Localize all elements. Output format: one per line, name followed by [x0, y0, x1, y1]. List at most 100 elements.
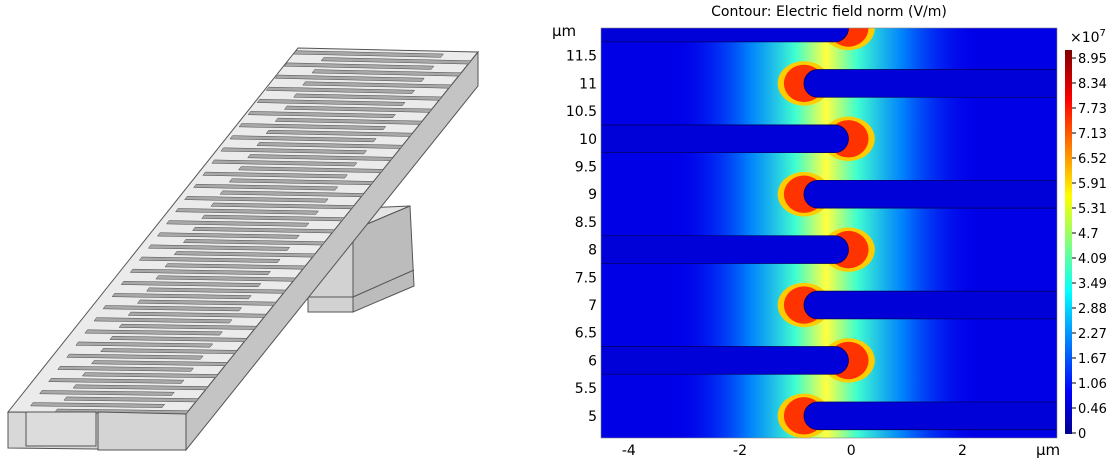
y-axis-ticks: 5 5.5 6 6.5 7 7.5 8 8.5 9 9.5 10 10.5 11 11.5 — [566, 49, 597, 425]
finger-stripe — [238, 166, 384, 173]
finger-stripe — [210, 202, 355, 210]
colorbar-tick-label: 8.34 — [1078, 77, 1107, 92]
finger-stripe — [109, 336, 248, 342]
finger-stripe — [192, 226, 336, 234]
finger-stripe — [320, 57, 472, 65]
finger-stripe — [155, 275, 297, 282]
finger-stripe — [72, 384, 209, 391]
finger-stripe — [193, 183, 339, 191]
finger-stripe — [57, 365, 195, 372]
finger-stripe — [120, 281, 262, 288]
electrode-3d-render — [6, 47, 480, 452]
finger-stripe — [265, 86, 416, 94]
finger-stripe — [146, 287, 287, 294]
y-tick-label: 10.5 — [566, 104, 597, 120]
colorbar-tick-label: 1.06 — [1078, 377, 1107, 392]
finger-stripe — [302, 81, 452, 89]
finger-stripe — [283, 105, 433, 113]
colorbar-tick-label: 3.49 — [1078, 277, 1107, 292]
finger-stripe — [228, 178, 375, 185]
colorbar-gradient — [1065, 50, 1072, 434]
finger-stripe — [175, 208, 319, 215]
finger-stripe — [256, 99, 406, 106]
finger-stripe — [184, 196, 329, 203]
colorbar-tick-label: 4.7 — [1078, 227, 1099, 242]
x-tick-label: 0 — [847, 443, 856, 459]
electrode-finger — [803, 179, 1057, 209]
finger-stripe — [256, 142, 404, 149]
finger-stripe — [274, 74, 425, 82]
colorbar-tick-label: 4.09 — [1078, 252, 1107, 267]
colorbar-tick-label: 2.88 — [1078, 302, 1107, 317]
finger-stripe — [129, 268, 271, 275]
electrode-finger — [601, 28, 849, 43]
finger-stripe — [311, 69, 462, 77]
pad-block-side — [352, 205, 415, 313]
x-tick-label: -4 — [622, 443, 636, 459]
electrode-finger — [601, 124, 849, 154]
finger-stripe — [156, 232, 300, 239]
y-tick-label: 8.5 — [575, 215, 597, 231]
finger-stripe — [220, 147, 368, 155]
y-unit-label: μm — [552, 22, 576, 40]
electrode-finger — [803, 69, 1057, 98]
finger-stripe — [247, 154, 394, 161]
finger-stripe — [127, 311, 268, 318]
finger-stripe — [118, 323, 258, 330]
plot-frame — [600, 27, 1058, 439]
y-tick-label: 6 — [588, 353, 597, 369]
end-block-2 — [97, 411, 187, 451]
colorbar-tick-label: 5.91 — [1078, 177, 1107, 192]
x-tick-label: -2 — [733, 443, 747, 459]
finger-stripe — [201, 214, 345, 222]
electrode-finger — [803, 401, 1057, 431]
finger-array — [30, 50, 472, 415]
finger-stripe — [102, 305, 243, 312]
finger-stripe — [283, 62, 435, 70]
finger-stripe — [111, 293, 252, 300]
finger-stripe — [166, 220, 310, 227]
finger-stripe — [219, 190, 365, 198]
colorbar-tick-label: 0 — [1078, 427, 1086, 442]
finger-stripe — [202, 171, 348, 179]
finger-stripe — [63, 396, 199, 403]
electrode-finger — [601, 346, 849, 375]
finger-stripe — [265, 129, 414, 137]
finger-stripe — [48, 378, 185, 384]
electrode-finger — [601, 235, 849, 264]
finger-stripe — [30, 402, 166, 408]
y-tick-label: 11.5 — [566, 49, 597, 65]
finger-stripe — [164, 263, 306, 270]
y-tick-label: 5 — [588, 409, 597, 425]
finger-stripe — [211, 159, 358, 167]
electrode-fingers-2d — [601, 28, 1057, 431]
colorbar-tick-label: 2.27 — [1078, 327, 1107, 342]
finger-stripe — [66, 353, 204, 360]
finger-stripe — [293, 93, 443, 101]
chart-title: Contour: Electric field norm (V/m) — [711, 4, 947, 20]
finger-stripe — [100, 348, 238, 354]
colorbar-tick-label: 8.95 — [1078, 52, 1107, 67]
finger-stripe — [138, 256, 281, 263]
finger-stripe — [173, 251, 316, 258]
finger-stripe — [238, 123, 387, 131]
colorbar-tick-label: 5.31 — [1078, 202, 1107, 217]
x-unit-label: μm — [1036, 441, 1060, 459]
y-tick-label: 9.5 — [575, 160, 597, 176]
x-axis-ticks: -4 -2 0 2 — [622, 443, 967, 459]
y-tick-label: 6.5 — [575, 326, 597, 342]
y-tick-label: 7 — [588, 298, 597, 314]
finger-stripe — [81, 372, 219, 379]
colorbar-ticks: 8.95 8.34 7.73 7.13 6.52 5.91 5.31 4.7 4.09 3.49 2… — [1072, 52, 1107, 442]
y-tick-label: 8 — [588, 243, 597, 259]
finger-stripe — [147, 244, 291, 251]
finger-stripe — [229, 135, 377, 143]
finger-stripe — [84, 329, 223, 336]
y-tick-label: 5.5 — [575, 381, 597, 397]
finger-stripe — [93, 317, 233, 324]
finger-stripe — [274, 117, 423, 125]
y-tick-label: 7.5 — [575, 270, 597, 286]
x-tick-label: 2 — [958, 443, 967, 459]
finger-stripe — [292, 50, 444, 58]
